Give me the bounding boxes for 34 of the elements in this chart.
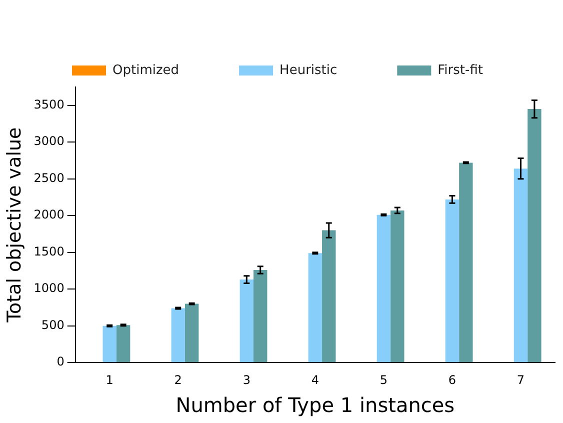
bar	[254, 270, 268, 362]
bar	[171, 308, 185, 362]
y-tick-label: 1000	[34, 281, 64, 296]
bar	[514, 168, 528, 362]
bar	[102, 326, 116, 362]
y-tick-label: 2000	[34, 208, 64, 222]
bar	[459, 162, 473, 362]
x-tick-label: 5	[380, 372, 388, 387]
bar	[528, 109, 542, 362]
y-tick-label: 3500	[34, 98, 64, 112]
x-tick-label: 4	[311, 372, 319, 387]
y-tick-label: 0	[56, 354, 64, 369]
bar	[390, 210, 404, 362]
y-tick-label: 3000	[34, 134, 64, 148]
x-tick-label: 6	[448, 372, 456, 387]
legend-label: Optimized	[112, 62, 180, 78]
bar	[376, 214, 391, 362]
y-tick-label: 1500	[34, 244, 64, 258]
bar	[445, 199, 460, 362]
bar	[184, 304, 199, 362]
bar	[116, 325, 130, 362]
legend-label: Heuristic	[280, 62, 338, 78]
x-tick-label: 1	[106, 372, 114, 387]
legend-label: First-fit	[438, 62, 483, 78]
x-tick-label: 3	[242, 372, 250, 387]
x-tick-label: 2	[174, 372, 182, 387]
x-tick-label: 7	[516, 372, 525, 387]
y-axis-title: Total objective value	[3, 127, 26, 324]
bar	[308, 253, 322, 362]
y-tick-label: 500	[41, 318, 64, 332]
bar	[322, 230, 336, 362]
y-tick-label: 2500	[34, 170, 64, 185]
bar	[240, 280, 254, 362]
x-axis-title: Number of Type 1 instances	[176, 393, 455, 418]
